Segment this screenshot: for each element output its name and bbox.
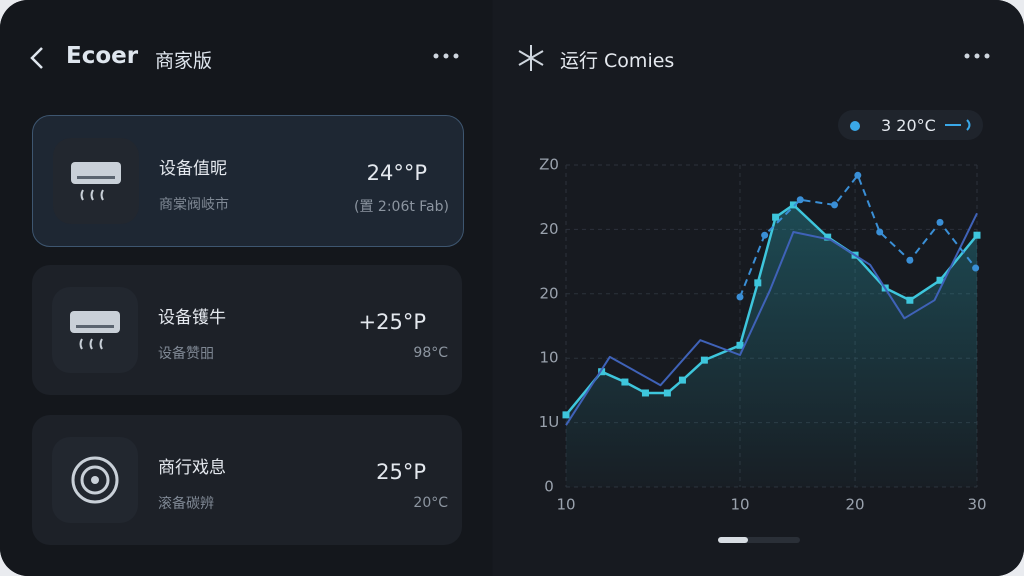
point bbox=[789, 201, 797, 209]
app-title: Ecoer bbox=[66, 43, 139, 69]
area bbox=[566, 204, 977, 487]
left-panel: Ecoer 商家版 设备值昵 商棠阀岐市 24°°P (置 2:06t Fab)… bbox=[0, 0, 492, 576]
device-temp: 25°P bbox=[376, 460, 426, 484]
point bbox=[736, 341, 744, 349]
x-tick-label: 30 bbox=[967, 496, 986, 514]
point bbox=[598, 368, 606, 376]
device-name: 设备镬牛 bbox=[158, 308, 226, 328]
point bbox=[772, 213, 780, 221]
legend-swatch bbox=[850, 121, 860, 131]
y-tick-label: 1U bbox=[539, 413, 560, 431]
device-status: 商棠阀岐市 bbox=[159, 197, 229, 213]
x-tick-label: 10 bbox=[556, 496, 575, 514]
point bbox=[663, 389, 671, 397]
device-note: 98°C bbox=[413, 345, 448, 361]
page-indicator bbox=[718, 537, 800, 543]
point bbox=[761, 231, 769, 239]
device-icon bbox=[52, 437, 138, 523]
device-icon bbox=[52, 287, 138, 373]
point bbox=[736, 293, 744, 301]
more-button[interactable] bbox=[432, 50, 464, 62]
point bbox=[972, 264, 980, 272]
y-tick-label: Z0 bbox=[539, 156, 559, 174]
device-status: 滚备碳辨 bbox=[158, 496, 214, 512]
series-line bbox=[565, 212, 978, 426]
device-card[interactable]: 设备镬牛 设备赞昍 +25°P 98°C bbox=[32, 265, 462, 395]
y-tick-label: 10 bbox=[539, 349, 558, 367]
device-card[interactable]: 商行戏息 滚备碳辨 25°P 20°C bbox=[32, 415, 462, 545]
point bbox=[678, 376, 686, 384]
app-subtitle: 商家版 bbox=[155, 50, 213, 72]
device-temp: +25°P bbox=[358, 310, 426, 334]
back-button[interactable] bbox=[26, 44, 50, 72]
y-tick-label: 0 bbox=[544, 478, 554, 496]
point bbox=[906, 256, 914, 264]
legend-label: 3 20°C bbox=[881, 116, 936, 135]
more-button[interactable] bbox=[963, 50, 995, 62]
point bbox=[621, 378, 629, 386]
point bbox=[700, 356, 708, 364]
device-card[interactable]: 设备值昵 商棠阀岐市 24°°P (置 2:06t Fab) bbox=[32, 115, 464, 247]
point bbox=[936, 218, 944, 226]
y-tick-label: 20 bbox=[539, 220, 558, 238]
point bbox=[936, 276, 944, 284]
panel-title: 运行 Comies bbox=[560, 50, 675, 72]
device-name: 商行戏息 bbox=[158, 458, 226, 478]
legend-toggle[interactable] bbox=[943, 117, 979, 133]
point bbox=[641, 389, 649, 397]
device-status: 设备赞昍 bbox=[158, 346, 214, 362]
y-tick-label: 20 bbox=[539, 284, 558, 302]
point bbox=[906, 296, 914, 304]
point bbox=[562, 411, 570, 419]
device-name: 设备值昵 bbox=[159, 159, 227, 179]
device-icon bbox=[53, 138, 139, 224]
device-note: 20°C bbox=[413, 495, 448, 511]
point bbox=[973, 231, 981, 239]
snow-icon bbox=[518, 45, 544, 71]
point bbox=[831, 201, 839, 209]
point bbox=[876, 228, 884, 236]
device-note: (置 2:06t Fab) bbox=[354, 199, 449, 215]
point bbox=[824, 233, 832, 241]
point bbox=[754, 279, 762, 287]
device-temp: 24°°P bbox=[366, 161, 427, 185]
point bbox=[854, 171, 862, 179]
x-tick-label: 20 bbox=[846, 496, 865, 514]
point bbox=[796, 196, 804, 204]
x-tick-label: 10 bbox=[730, 496, 749, 514]
legend: 3 20°C bbox=[838, 110, 983, 140]
